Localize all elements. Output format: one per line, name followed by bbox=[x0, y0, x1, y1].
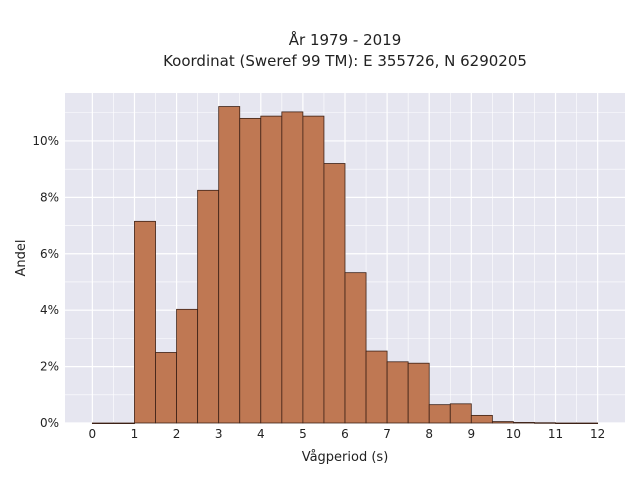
histogram-bar bbox=[513, 422, 535, 424]
histogram-bar bbox=[534, 422, 556, 424]
histogram-bar bbox=[113, 422, 135, 425]
y-tick-label: 10% bbox=[32, 134, 59, 148]
histogram-bar bbox=[576, 422, 599, 425]
y-axis-label: Andel bbox=[14, 240, 29, 277]
histogram-bar bbox=[260, 115, 283, 424]
y-axis-ticks: 0% 2% 4% 6% 8% 10% bbox=[32, 134, 59, 430]
x-tick-label: 7 bbox=[383, 427, 391, 441]
x-tick-label: 11 bbox=[548, 427, 563, 441]
histogram-bar bbox=[155, 352, 177, 424]
histogram-bar bbox=[134, 220, 156, 424]
histogram-bar bbox=[91, 422, 114, 425]
y-tick-label: 0% bbox=[40, 416, 59, 430]
histogram-bar bbox=[344, 272, 367, 424]
y-tick-label: 6% bbox=[40, 247, 59, 261]
chart-title-line2: Koordinat (Sweref 99 TM): E 355726, N 62… bbox=[163, 52, 527, 70]
x-tick-label: 8 bbox=[425, 427, 433, 441]
y-tick-label: 8% bbox=[40, 190, 59, 204]
x-tick-label: 9 bbox=[467, 427, 475, 441]
histogram-bar bbox=[323, 163, 346, 424]
x-tick-label: 1 bbox=[131, 427, 139, 441]
histogram-bar bbox=[281, 111, 304, 424]
histogram-bar bbox=[386, 361, 409, 424]
bars bbox=[91, 106, 599, 425]
x-tick-label: 6 bbox=[341, 427, 349, 441]
histogram-bar bbox=[491, 421, 514, 424]
chart-title-line1: År 1979 - 2019 bbox=[289, 30, 402, 49]
x-tick-label: 2 bbox=[173, 427, 181, 441]
x-tick-label: 5 bbox=[299, 427, 307, 441]
histogram-bar bbox=[218, 106, 241, 424]
histogram-bar bbox=[197, 189, 220, 424]
histogram-bar bbox=[449, 403, 472, 424]
x-tick-label: 12 bbox=[590, 427, 605, 441]
y-tick-label: 4% bbox=[40, 303, 59, 317]
x-tick-label: 4 bbox=[257, 427, 265, 441]
histogram-bar bbox=[365, 350, 388, 424]
histogram-bar bbox=[470, 414, 493, 424]
y-tick-label: 2% bbox=[40, 360, 59, 374]
x-axis-label: Vågperiod (s) bbox=[302, 450, 389, 465]
x-axis-ticks: 0 1 2 3 4 5 6 7 8 9 10 11 12 bbox=[89, 427, 606, 441]
histogram-bar bbox=[302, 115, 325, 424]
x-tick-label: 10 bbox=[506, 427, 521, 441]
histogram-bar bbox=[176, 308, 199, 424]
histogram-bar bbox=[555, 422, 577, 425]
histogram-bar bbox=[407, 362, 430, 424]
x-tick-label: 0 bbox=[89, 427, 97, 441]
x-tick-label: 3 bbox=[215, 427, 223, 441]
histogram-bar bbox=[428, 404, 451, 424]
histogram-bar bbox=[239, 117, 262, 424]
